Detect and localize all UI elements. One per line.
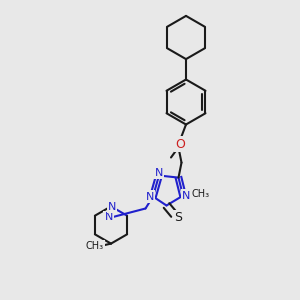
Text: CH₃: CH₃ [85, 241, 103, 251]
Text: O: O [175, 137, 185, 151]
Text: S: S [175, 211, 182, 224]
Text: N: N [146, 191, 154, 202]
Text: N: N [108, 202, 116, 212]
Text: N: N [104, 212, 113, 223]
Text: CH₃: CH₃ [191, 189, 209, 199]
Text: N: N [155, 168, 163, 178]
Text: N: N [182, 190, 190, 201]
